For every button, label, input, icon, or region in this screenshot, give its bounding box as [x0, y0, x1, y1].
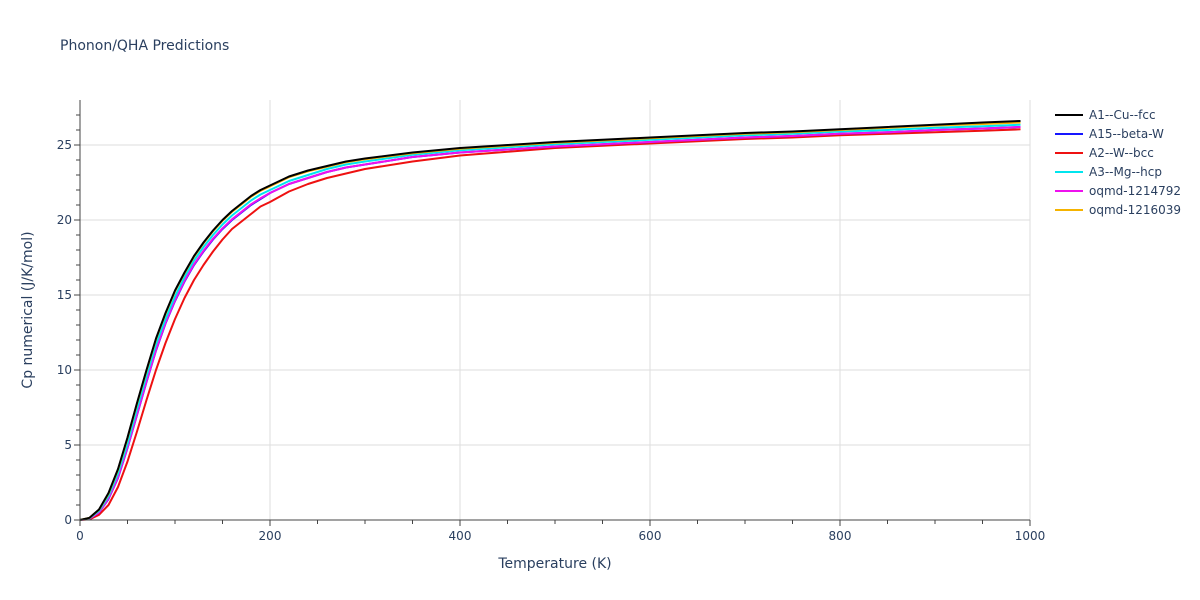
series-line-A2--W--bcc [79, 128, 1021, 521]
series-line-oqmd-1216039 [79, 121, 1021, 521]
y-tick-label: 0 [64, 513, 72, 527]
legend-label: oqmd-1214792 [1089, 184, 1181, 198]
y-tick-label: 20 [57, 213, 72, 227]
legend-label: A2--W--bcc [1089, 146, 1154, 160]
x-tick-label: 400 [449, 529, 472, 543]
grid [80, 100, 1031, 520]
x-axis-title: Temperature (K) [497, 556, 611, 572]
x-tick-label: 200 [259, 529, 282, 543]
legend-item[interactable]: A2--W--bcc [1055, 146, 1154, 160]
series-lines [79, 120, 1021, 521]
x-tick-label: 800 [829, 529, 852, 543]
series-line-A1--Cu--fcc [79, 120, 1021, 521]
legend-label: A1--Cu--fcc [1089, 108, 1156, 122]
legend-item[interactable]: A1--Cu--fcc [1055, 108, 1156, 122]
series-line-oqmd-1214792 [79, 126, 1021, 521]
y-tick-label: 5 [64, 438, 72, 452]
legend-item[interactable]: oqmd-1214792 [1055, 184, 1181, 198]
x-tick-label: 0 [76, 529, 84, 543]
legend-item[interactable]: A15--beta-W [1055, 127, 1164, 141]
legend[interactable]: A1--Cu--fcc A15--beta-W A2--W--bcc A3--Mg--… [1055, 108, 1181, 217]
y-axis-title: Cp numerical (J/K/mol) [20, 231, 36, 388]
axes [74, 100, 1031, 526]
x-tick-label: 1000 [1015, 529, 1046, 543]
legend-item[interactable]: oqmd-1216039 [1055, 203, 1181, 217]
y-tick-label: 10 [57, 363, 72, 377]
series-line-A3--Mg--hcp [79, 123, 1021, 521]
tick-labels: 0 200 400 600 800 1000 0 5 10 15 20 25 [57, 138, 1046, 543]
legend-label: A3--Mg--hcp [1089, 165, 1162, 179]
legend-label: oqmd-1216039 [1089, 203, 1181, 217]
legend-label: A15--beta-W [1089, 127, 1164, 141]
series-line-A15--beta-W [79, 126, 1021, 521]
x-tick-label: 600 [639, 529, 662, 543]
chart-title: Phonon/QHA Predictions [60, 38, 229, 54]
y-tick-label: 15 [57, 288, 72, 302]
legend-item[interactable]: A3--Mg--hcp [1055, 165, 1162, 179]
y-tick-label: 25 [57, 138, 72, 152]
